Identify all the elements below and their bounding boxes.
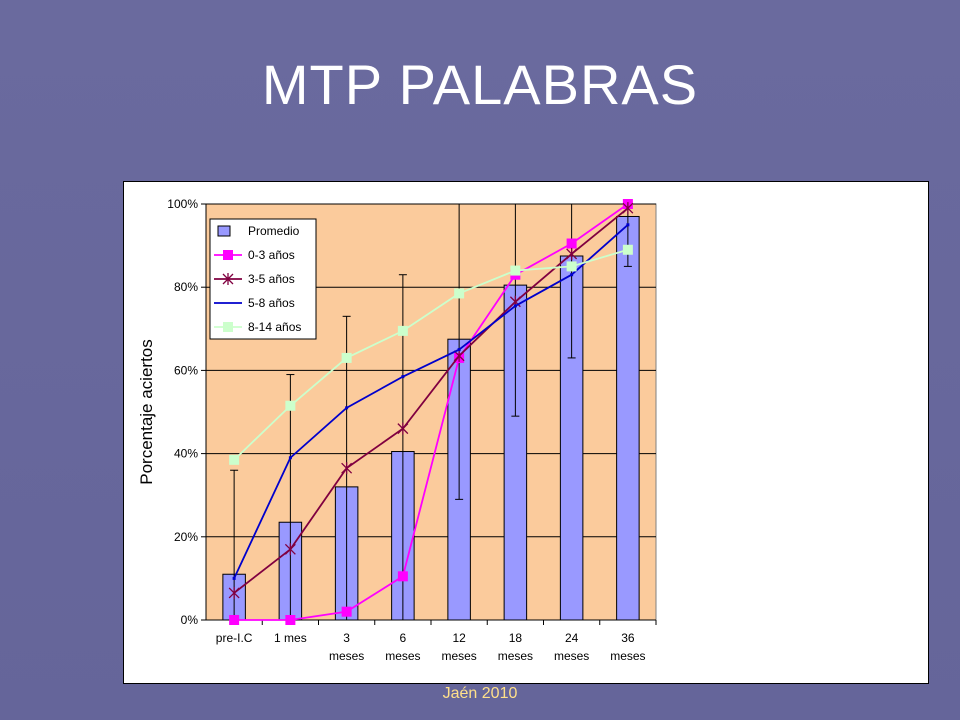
series-point-3 [566,261,577,272]
x-tick-label: 1 mes [274,631,307,645]
series-line-2 [233,224,629,579]
x-tick-label-line2: meses [329,649,364,663]
series-line-1 [233,207,629,594]
legend-label: 5-8 años [248,296,295,310]
chart: 0% 20% 40% 60% 80% 100% pre-I.C 1 mes 3 meses 6 mes… [137,197,657,663]
x-tick-label-line2: meses [498,649,533,663]
legend-swatch-bar [217,225,231,237]
series-point-1 [284,543,296,556]
series-point-0 [341,606,352,617]
bar-promedio [616,215,640,621]
chart-panel: 0% 20% 40% 60% 80% 100% pre-I.C 1 mes 3 meses 6 mes… [123,181,929,684]
x-tick-label: 3 [343,631,350,645]
series-point-1 [622,202,634,215]
series-point-2 [570,273,574,277]
legend-swatch-marker [223,250,233,260]
y-tick-label: 80% [174,280,198,294]
x-tick-label: 36 [621,631,635,645]
series-point-3 [341,352,352,363]
series-point-2 [401,375,405,379]
x-tick-label: pre-I.C [216,631,253,645]
y-tick-label: 40% [174,447,198,461]
y-axis-title: Porcentaje aciertos [137,339,156,485]
x-tick-label: 18 [509,631,523,645]
footer-text: Jaén 2010 [442,685,518,702]
x-tick-label: 24 [565,631,579,645]
series-point-2 [232,576,236,580]
series-point-0 [397,571,408,582]
series-point-0 [285,615,296,625]
slide-title: MTP PALABRAS [261,53,699,116]
series-point-0 [229,615,240,625]
series-point-1 [566,247,578,260]
y-tick-label: 60% [174,363,198,377]
legend-label: Promedio [248,224,300,238]
series-point-0 [566,238,577,249]
x-tick-label-line2: meses [610,649,645,663]
x-tick-label: 6 [400,631,407,645]
series-point-1 [397,422,409,435]
series-point-1 [228,586,240,599]
series-point-1 [341,462,353,475]
y-tick-label: 20% [174,530,198,544]
x-tick-label-line2: meses [385,649,420,663]
series-point-3 [285,400,296,411]
series-line-0 [234,203,629,621]
x-tick-label-line2: meses [441,649,476,663]
series-point-2 [345,406,349,410]
series-point-2 [288,456,292,460]
series-point-3 [397,325,408,336]
legend-label: 0-3 años [248,248,295,262]
series-point-3 [229,454,240,465]
legend-swatch-marker [222,273,234,285]
series-point-2 [513,304,517,308]
series-point-1 [453,349,465,362]
series-point-3 [510,265,521,276]
legend-swatch-marker [223,322,233,332]
series-point-3 [622,244,633,255]
x-tick-label: 12 [452,631,466,645]
series-point-2 [457,348,461,352]
legend-label: 3-5 años [248,272,295,286]
series-point-3 [454,288,465,299]
y-tick-label: 100% [167,197,198,211]
x-tick-label-line2: meses [554,649,589,663]
series-point-2 [626,223,630,227]
series-line-3 [233,248,629,461]
y-tick-label: 0% [181,613,199,627]
legend-label: 8-14 años [248,320,301,334]
